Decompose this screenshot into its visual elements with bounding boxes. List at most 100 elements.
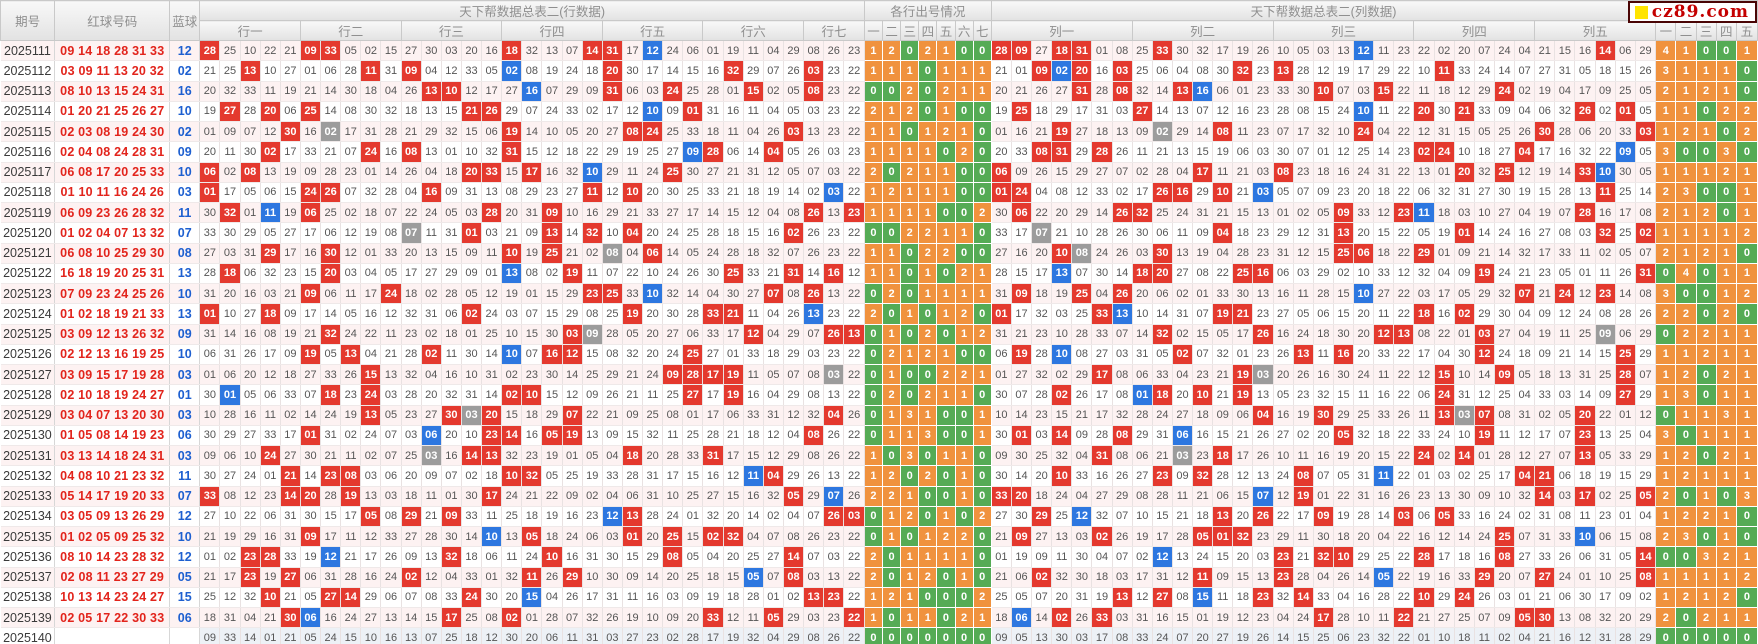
grid-cell: 21 <box>280 627 301 644</box>
col-grid-cell: 05 <box>1635 81 1657 102</box>
col-grid-cell: 13 <box>1272 60 1294 82</box>
col-count-cell: 1 <box>1716 526 1737 548</box>
col-grid-cell: 04 <box>1212 243 1234 264</box>
grid-cell: 15 <box>743 445 764 467</box>
grid-cell: 23 <box>541 182 563 204</box>
row-count-cell: 0 <box>882 607 902 629</box>
row-count-cell: 1 <box>936 162 956 183</box>
grid-cell: 14 <box>320 101 342 123</box>
header-col-count-label: 三 <box>1695 20 1717 41</box>
col-grid-cell: 27 <box>1373 283 1395 305</box>
col-grid-cell: 24 <box>1434 141 1455 163</box>
col-grid-cell: 11 <box>1413 405 1435 426</box>
row-count-cell: 2 <box>936 81 956 102</box>
grid-cell: 25 <box>601 303 623 325</box>
grid-cell: 19 <box>219 526 241 548</box>
col-grid-cell: 06 <box>1011 607 1033 629</box>
row-count-cell: 1 <box>955 324 974 345</box>
row-count-cell: 0 <box>973 182 992 204</box>
blue-ball-cell: 08 <box>169 243 201 264</box>
row-count-cell: 1 <box>955 384 974 406</box>
grid-cell: 30 <box>541 324 563 345</box>
row-count-cell: 0 <box>900 324 920 345</box>
grid-cell: 29 <box>441 263 462 285</box>
grid-cell: 20 <box>642 324 664 345</box>
row-count-cell: 1 <box>936 182 956 204</box>
grid-cell: 07 <box>783 243 805 264</box>
col-grid-cell: 11 <box>1413 202 1435 224</box>
col-grid-cell: 03 <box>1172 445 1194 467</box>
grid-cell: 05 <box>240 182 261 204</box>
col-grid-cell: 16 <box>1373 486 1395 507</box>
grid-cell: 06 <box>320 222 342 244</box>
col-grid-cell: 12 <box>1574 627 1596 644</box>
col-grid-cell: 19 <box>1333 60 1355 82</box>
col-count-cell: 1 <box>1655 121 1677 143</box>
col-grid-cell: 02 <box>1413 141 1435 163</box>
col-grid-cell: 05 <box>1635 101 1657 123</box>
col-grid-cell: 20 <box>1131 283 1153 305</box>
col-count-cell: 1 <box>1655 445 1677 467</box>
grid-cell: 03 <box>662 587 684 609</box>
col-grid-cell: 20 <box>1232 506 1254 528</box>
col-grid-cell: 05 <box>1373 567 1395 588</box>
grid-cell: 33 <box>702 324 724 345</box>
grid-cell: 27 <box>421 405 442 426</box>
col-grid-cell: 21 <box>1534 40 1556 62</box>
col-count-cell: 3 <box>1736 486 1758 507</box>
col-grid-cell: 12 <box>1172 567 1194 588</box>
grid-cell: 03 <box>481 222 503 244</box>
grid-cell: 26 <box>803 141 825 163</box>
grid-cell: 11 <box>582 182 603 204</box>
grid-cell: 02 <box>219 546 241 568</box>
col-grid-cell: 20 <box>1353 526 1375 548</box>
table-row: 2025121 06 08 10 25 29 30 08 27 03 31 29 17 16 30… <box>0 243 1758 264</box>
col-count-cell: 1 <box>1736 465 1758 487</box>
col-grid-cell: 14 <box>1534 486 1556 507</box>
grid-cell: 04 <box>541 587 563 609</box>
blue-ball-cell: 12 <box>169 546 201 568</box>
col-grid-cell: 12 <box>1474 384 1495 406</box>
grid-cell: 14 <box>743 506 764 528</box>
col-grid-cell: 03 <box>1494 587 1516 609</box>
grid-cell: 05 <box>682 546 704 568</box>
col-grid-cell: 03 <box>1313 40 1334 62</box>
col-grid-cell: 07 <box>1192 344 1214 366</box>
grid-cell: 19 <box>723 384 744 406</box>
col-grid-cell: 18 <box>1031 101 1053 123</box>
col-grid-cell: 04 <box>1514 465 1536 487</box>
grid-cell: 14 <box>481 384 503 406</box>
grid-cell: 27 <box>280 445 301 467</box>
row-count-cell: 2 <box>918 344 938 366</box>
grid-cell: 22 <box>843 465 865 487</box>
col-grid-cell: 20 <box>1051 587 1073 609</box>
col-count-cell: 2 <box>1655 607 1677 629</box>
grid-cell: 11 <box>582 263 603 285</box>
grid-cell: 28 <box>199 40 221 62</box>
grid-cell: 16 <box>299 121 322 143</box>
col-grid-cell: 11 <box>1212 162 1234 183</box>
col-grid-cell: 16 <box>1413 526 1435 548</box>
blue-ball-cell <box>169 627 201 644</box>
col-grid-cell: 17 <box>1091 627 1113 644</box>
col-count-cell: 2 <box>1716 364 1737 386</box>
col-grid-cell: 04 <box>1091 546 1113 568</box>
grid-cell: 24 <box>360 141 382 163</box>
grid-cell: 30 <box>199 425 221 447</box>
grid-cell: 12 <box>763 162 784 183</box>
col-grid-cell: 31 <box>1152 567 1173 588</box>
col-grid-cell: 16 <box>1554 627 1576 644</box>
grid-cell: 12 <box>340 243 362 264</box>
col-grid-cell: 20 <box>1615 607 1636 629</box>
col-grid-cell: 07 <box>1031 587 1053 609</box>
grid-cell: 17 <box>400 263 422 285</box>
col-grid-cell: 29 <box>1635 607 1657 629</box>
col-grid-cell: 19 <box>1232 40 1254 62</box>
period-cell: 2025132 <box>0 465 56 487</box>
logo-link[interactable]: cz89.com <box>1627 1 1757 23</box>
col-grid-cell: 17 <box>1232 445 1254 467</box>
grid-cell: 20 <box>400 243 422 264</box>
grid-cell: 19 <box>280 202 301 224</box>
col-grid-cell: 05 <box>1413 222 1435 244</box>
grid-cell: 31 <box>601 587 623 609</box>
